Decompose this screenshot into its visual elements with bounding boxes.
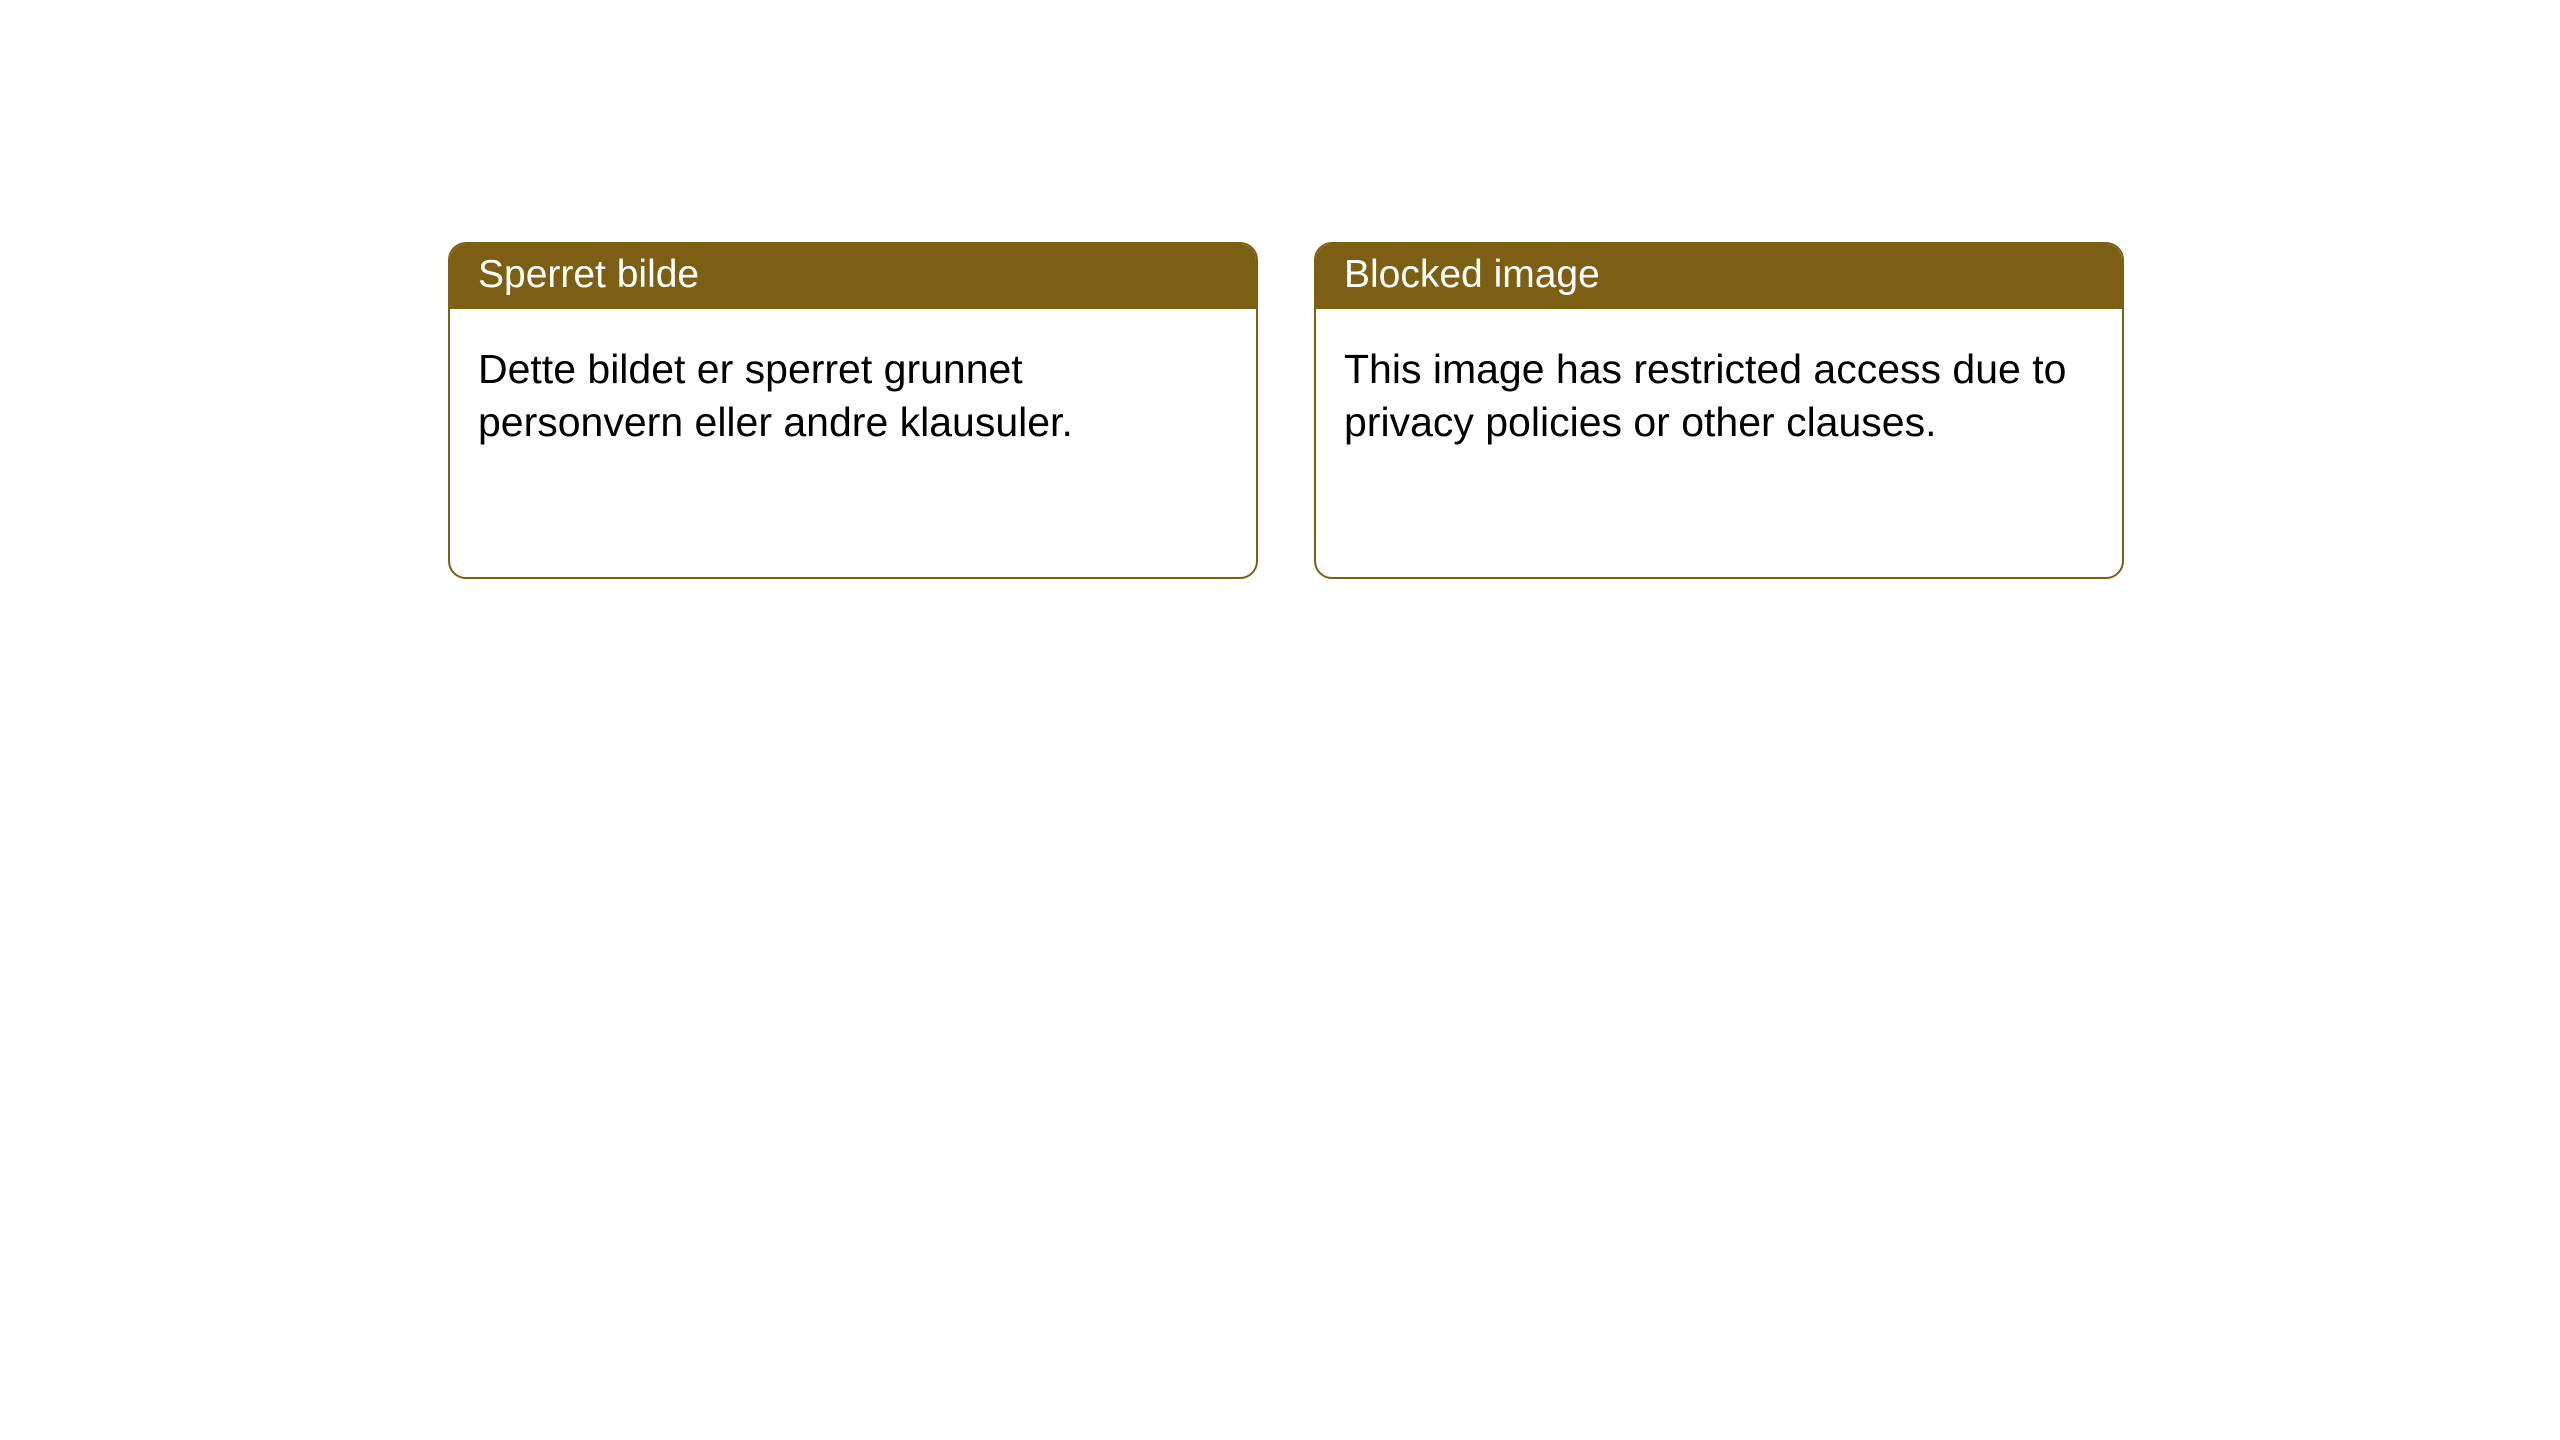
notice-body: This image has restricted access due to …: [1316, 309, 2122, 484]
notice-header: Sperret bilde: [450, 244, 1256, 309]
notice-title: Sperret bilde: [478, 253, 699, 296]
notice-card-english: Blocked image This image has restricted …: [1314, 242, 2124, 579]
notice-card-norwegian: Sperret bilde Dette bildet er sperret gr…: [448, 242, 1258, 579]
notice-header: Blocked image: [1316, 244, 2122, 309]
notice-text: Dette bildet er sperret grunnet personve…: [478, 346, 1073, 445]
notice-body: Dette bildet er sperret grunnet personve…: [450, 309, 1256, 484]
notice-text: This image has restricted access due to …: [1344, 346, 2066, 445]
notice-container: Sperret bilde Dette bildet er sperret gr…: [0, 0, 2560, 579]
notice-title: Blocked image: [1344, 253, 1600, 296]
